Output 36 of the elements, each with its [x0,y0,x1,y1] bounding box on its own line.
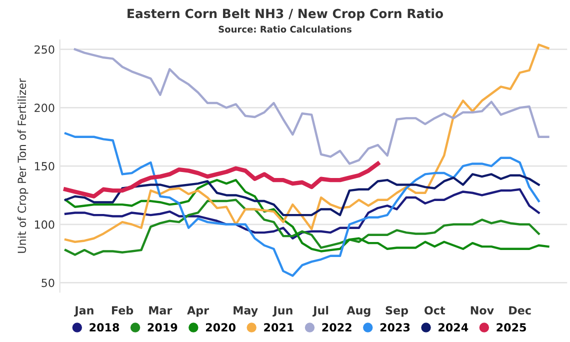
x-tick-label: Jul [312,306,328,317]
x-tick-label: May [234,306,258,317]
line-series [74,48,550,165]
legend-label: 2022 [322,323,352,332]
x-tick-label: Nov [470,306,494,315]
legend-label: 2025 [496,323,526,332]
line-series [64,188,540,240]
x-tick-label: Dec [509,306,531,315]
line-series [64,132,540,277]
legend-label: 2018 [90,323,120,332]
line-series [63,162,380,198]
x-tick-label: Mar [149,306,172,315]
y-tick-label: 150 [35,162,54,170]
line-series [64,44,550,243]
legend-label: 2019 [148,323,178,332]
x-tick-label: Feb [112,306,134,315]
x-tick-label: Apr [187,306,210,317]
legend-label: 2024 [438,323,468,332]
x-tick-label: Jan [74,306,94,317]
y-axis-title: Unit of Crop Per Ton of Fertilizer [17,78,28,253]
y-tick-label: 50 [42,278,54,288]
chart-subtitle: Source: Ratio Calculations [218,26,352,33]
x-tick-label: Oct [424,306,446,315]
legend-label: 2021 [264,323,294,332]
y-tick-label: 200 [34,104,54,112]
line-series [64,173,540,216]
chart-title: Eastern Corn Belt NH3 / New Crop Corn Ratio [128,8,444,21]
x-tick-label: Aug [346,306,370,317]
x-tick-label: Sep [386,306,408,317]
x-tick-label: Jun [272,306,292,317]
y-tick-label: 100 [35,220,54,229]
legend-label: 2020 [206,323,236,332]
y-tick-label: 250 [34,45,54,54]
line-series [64,178,550,252]
legend-label: 2023 [380,323,410,332]
line-series [64,198,540,256]
